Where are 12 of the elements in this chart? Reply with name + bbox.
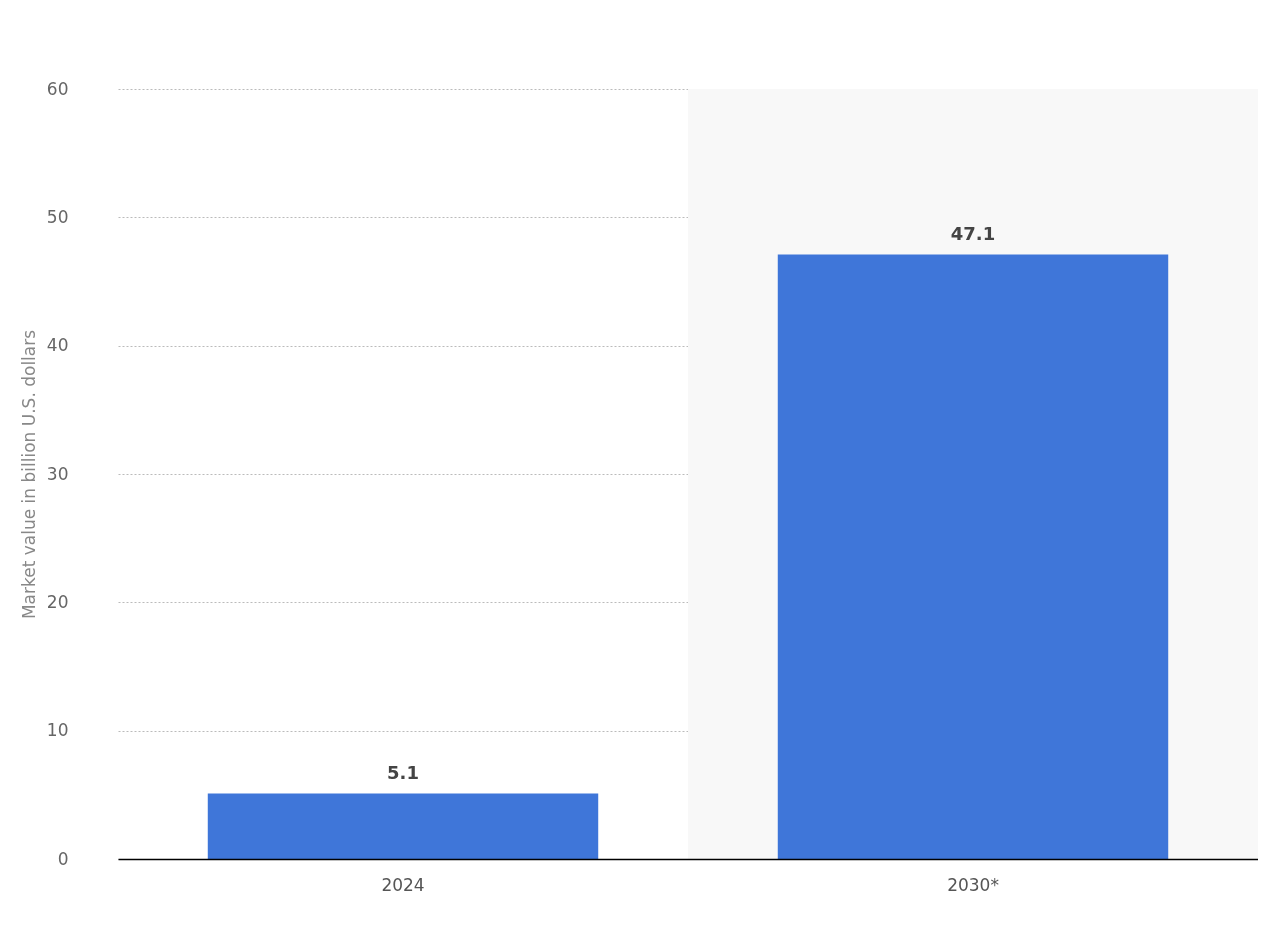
y-axis-title: Market value in billion U.S. dollars [18,329,39,620]
data-label: 5.1 [387,761,419,783]
y-tick-label: 30 [46,463,69,484]
x-tick-label: 2024 [381,874,425,895]
y-tick-label: 0 [57,848,69,869]
y-tick-label: 40 [46,335,69,356]
y-tick-label: 60 [46,78,69,99]
data-label: 47.1 [950,222,996,244]
y-tick-label: 20 [46,591,69,612]
y-tick-label: 50 [46,206,69,227]
x-tick-label: 2030* [947,874,999,895]
y-tick-label: 10 [46,720,69,741]
